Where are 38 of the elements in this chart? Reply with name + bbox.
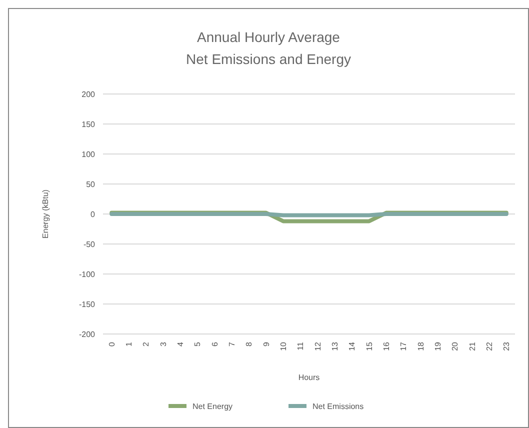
x-axis-title: Hours xyxy=(298,373,320,382)
y-tick-label: -150 xyxy=(78,300,96,309)
x-tick-label: 11 xyxy=(296,341,306,350)
x-tick-label: 15 xyxy=(364,341,374,351)
x-tick-label: 12 xyxy=(313,341,322,351)
x-tick-label: 18 xyxy=(416,341,426,351)
y-axis-title: Energy (kBtu) xyxy=(41,189,50,238)
x-tick-label: 7 xyxy=(228,341,237,346)
legend-label: Net Energy xyxy=(192,402,233,411)
x-tick-label: 5 xyxy=(193,341,202,346)
x-tick-label: 17 xyxy=(399,341,408,351)
x-tick-label: 23 xyxy=(502,341,512,351)
x-tick-label: 3 xyxy=(158,341,168,346)
x-tick-label: 13 xyxy=(330,341,340,351)
y-tick-label: -100 xyxy=(78,270,96,279)
chart-title: Annual Hourly Average Net Emissions and Energy xyxy=(186,29,351,67)
x-tick-label: 8 xyxy=(244,341,254,346)
y-tick-label: 0 xyxy=(90,210,96,219)
x-tick-label: 20 xyxy=(450,341,460,351)
x-tick-label: 14 xyxy=(348,341,357,351)
y-tick-label: 50 xyxy=(86,180,96,189)
x-tick-label: 19 xyxy=(434,341,443,351)
x-tick-label: 4 xyxy=(176,341,186,346)
x-tick-label: 10 xyxy=(279,341,288,351)
y-tick-label: -50 xyxy=(83,240,96,249)
y-tick-label: 150 xyxy=(82,120,96,129)
x-tick-label: 16 xyxy=(382,341,392,351)
x-tick-label: 6 xyxy=(210,341,220,346)
x-tick-label: 2 xyxy=(142,341,151,346)
x-tick-label: 1 xyxy=(124,341,134,346)
legend-label: Net Emissions xyxy=(312,402,364,411)
y-tick-label: -200 xyxy=(78,330,96,339)
x-tick-label: 9 xyxy=(262,341,271,346)
x-tick-label: 0 xyxy=(107,341,116,346)
y-tick-label: 100 xyxy=(82,150,96,159)
y-tick-label: 200 xyxy=(82,90,96,99)
x-tick-label: 22 xyxy=(485,341,494,351)
x-tick-label: 21 xyxy=(468,341,477,351)
